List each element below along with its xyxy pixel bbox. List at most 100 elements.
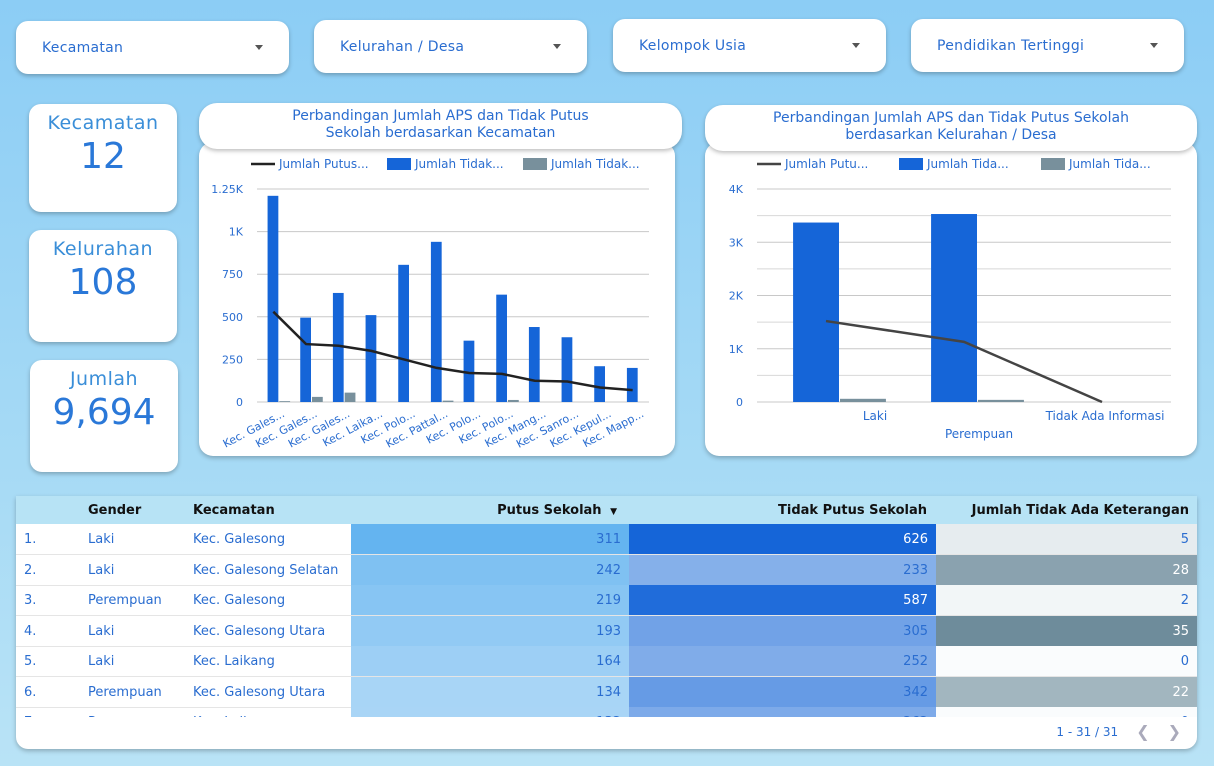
filter-kecamatan[interactable]: Kecamatan (16, 21, 289, 74)
cell-gender: Laki (88, 562, 115, 578)
table-row[interactable]: 3. Perempuan Kec. Galesong 219 587 2 (16, 585, 1197, 616)
cell-tidak-bg (629, 707, 936, 717)
header-putus-sekolah[interactable]: Putus Sekolah ▼ (351, 503, 617, 518)
cell-idx: 6. (24, 684, 37, 700)
chart-kecamatan-title: Perbandingan Jumlah APS dan Tidak Putus … (199, 103, 682, 149)
cell-gender: Laki (88, 654, 115, 669)
header-kecamatan[interactable]: Kecamatan (193, 503, 275, 518)
cell-putus-bg (351, 676, 629, 707)
chevron-left-icon[interactable]: ❮ (1136, 722, 1150, 741)
cell-gender: Perempuan (88, 684, 162, 700)
cell-ket: 22 (1172, 684, 1189, 700)
cell-putus-bg (351, 707, 629, 717)
cell-ket: 0 (1180, 654, 1189, 669)
x-tick-label: Laki (863, 409, 887, 423)
legend-label: Jumlah Tidak... (414, 157, 504, 171)
cell-kec: Kec. Galesong Utara (193, 623, 326, 639)
cell-idx: 4. (24, 623, 37, 639)
filter-kelurahan[interactable]: Kelurahan / Desa (314, 20, 587, 73)
chevron-down-icon (553, 44, 561, 49)
bar (840, 398, 886, 402)
cell-tidak: 305 (903, 623, 928, 639)
kpi-title: Kelurahan (52, 238, 154, 260)
cell-tidak: 626 (903, 532, 928, 547)
cell-tidak: 233 (903, 562, 928, 578)
kpi-value: 12 (80, 136, 126, 177)
bar (267, 195, 279, 402)
chart-kelurahan: 0 1K 2K 3K 4K Laki Perempuan Tidak Ada Informas… (729, 157, 1171, 441)
cell-ket-bg (936, 585, 1197, 615)
filter-pendidikan[interactable]: Pendidikan Tertinggi (911, 19, 1184, 72)
table-row[interactable]: 7. Perempuan Kec. Laikang 132 262 0 (16, 707, 1197, 717)
kpi-kecamatan: Kecamatan 12 (29, 104, 177, 212)
cell-putus: 193 (596, 623, 621, 639)
cell-tidak: 252 (903, 654, 928, 669)
cell-kec: Kec. Galesong Utara (193, 684, 326, 700)
header-gender[interactable]: Gender (88, 503, 142, 518)
bar (398, 264, 409, 402)
cell-putus: 219 (596, 593, 621, 608)
cell-putus: 134 (596, 684, 621, 700)
chart-kelurahan-title: Perbandingan Jumlah APS dan Tidak Putus … (705, 105, 1197, 151)
legend-swatch (523, 158, 547, 170)
y-tick-label: 1K (229, 226, 244, 239)
chart-title-text: Perbandingan Jumlah APS dan Tidak Putus … (292, 108, 589, 141)
table-row[interactable]: 5. Laki Kec. Laikang 164 252 0 (16, 646, 1197, 677)
filter-label: Kelurahan / Desa (340, 38, 465, 55)
cell-kec: Kec. Galesong Selatan (193, 562, 339, 578)
y-tick-label: 4K (729, 183, 744, 196)
cell-idx: 3. (24, 593, 37, 608)
y-tick-label: 0 (736, 396, 743, 409)
bar (312, 396, 323, 402)
bar (978, 399, 1024, 402)
bar (430, 241, 442, 402)
filter-kelompok-usia[interactable]: Kelompok Usia (613, 19, 886, 72)
table-row[interactable]: 1. Laki Kec. Galesong 311 626 5 (16, 524, 1197, 555)
cell-kec: Kec. Galesong (193, 532, 286, 547)
cell-tidak-bg (629, 615, 936, 646)
kpi-value: 108 (68, 262, 138, 303)
cell-putus: 242 (596, 562, 621, 578)
cell-idx: 5. (24, 654, 37, 669)
kpi-title: Kecamatan (47, 112, 159, 134)
chevron-down-icon (1150, 43, 1158, 48)
table-row[interactable]: 6. Perempuan Kec. Galesong Utara 134 342 22 (16, 676, 1197, 708)
cell-gender: Laki (88, 623, 115, 639)
table-row[interactable]: 2. Laki Kec. Galesong Selatan 242 233 28 (16, 554, 1197, 586)
bar (626, 367, 638, 402)
cell-ket-bg (936, 554, 1197, 585)
cell-putus-bg (351, 524, 629, 554)
y-tick-label: 1.25K (211, 183, 243, 196)
cell-kec: Kec. Galesong (193, 593, 286, 608)
legend-label: Jumlah Tidak... (550, 157, 640, 171)
header-tidak-ada-keterangan[interactable]: Jumlah Tidak Ada Keterangan (971, 503, 1189, 518)
filter-label: Pendidikan Tertinggi (937, 37, 1085, 54)
header-tidak-putus[interactable]: Tidak Putus Sekolah (778, 503, 927, 518)
chevron-right-icon[interactable]: ❯ (1167, 722, 1181, 741)
cell-kec: Kec. Laikang (193, 715, 275, 717)
cell-idx: 7. (24, 715, 36, 717)
filter-label: Kecamatan (42, 39, 124, 56)
cell-ket-bg (936, 646, 1197, 676)
table-row[interactable]: 4. Laki Kec. Galesong Utara 193 305 35 (16, 615, 1197, 647)
legend-label: Jumlah Putu... (784, 157, 868, 171)
legend-swatch (1041, 158, 1065, 170)
cell-ket: 5 (1180, 532, 1189, 547)
bar (332, 292, 344, 402)
cell-putus-bg (351, 554, 629, 585)
bar (561, 337, 573, 402)
cell-tidak: 587 (903, 593, 928, 608)
legend-swatch (899, 158, 923, 170)
chart-kelurahan-card: 0 1K 2K 3K 4K Laki Perempuan Tidak Ada Informas… (705, 142, 1197, 456)
bar (344, 392, 356, 402)
cell-tidak-bg (629, 585, 936, 615)
cell-ket-bg (936, 524, 1197, 554)
cell-ket: 28 (1172, 562, 1189, 578)
data-table: Gender Kecamatan Putus Sekolah ▼ Tidak P… (16, 496, 1197, 749)
cell-tidak-bg (629, 676, 936, 707)
y-tick-label: 250 (222, 353, 243, 366)
kpi-value: 9,694 (52, 392, 156, 433)
cell-putus-bg (351, 646, 629, 676)
bar (931, 214, 977, 402)
